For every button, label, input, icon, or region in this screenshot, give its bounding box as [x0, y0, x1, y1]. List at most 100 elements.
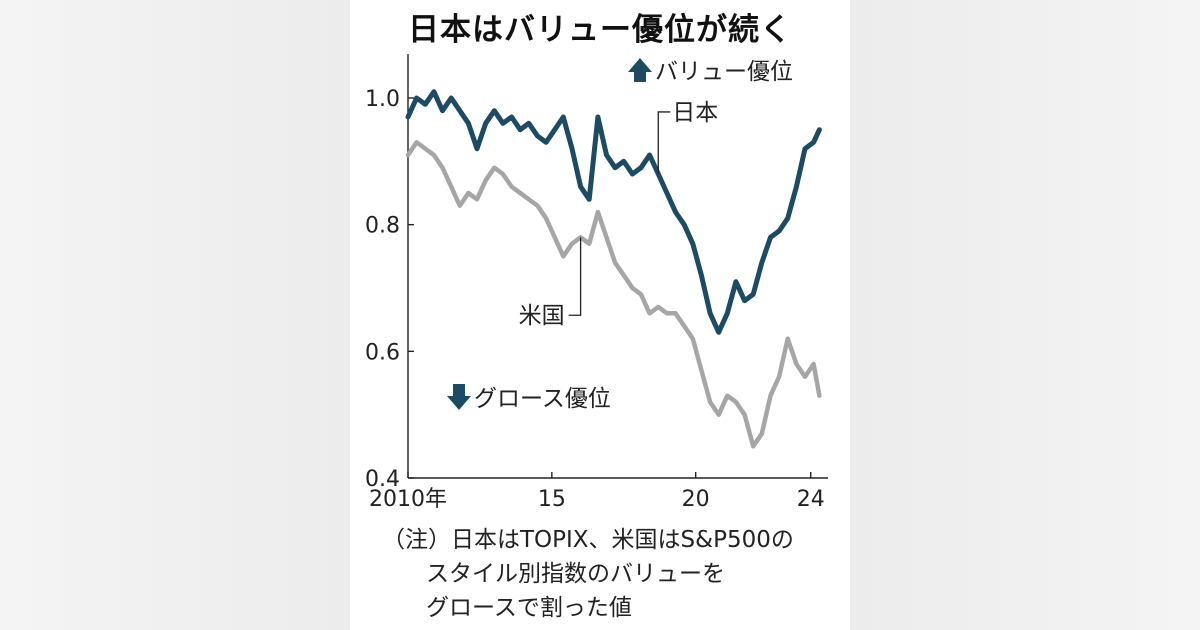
data-point-japan-13: [519, 128, 522, 131]
data-point-japan-31: [674, 210, 677, 214]
data-point-japan-26: [631, 172, 634, 176]
data-point-us-10: [493, 166, 496, 169]
data-point-japan-16: [544, 141, 548, 144]
data-point-japan-11: [501, 122, 505, 125]
data-point-us-4: [441, 166, 444, 169]
data-point-us-16: [544, 217, 548, 220]
data-point-japan-35: [708, 312, 712, 315]
x-tick-label-0: 2010年: [369, 487, 447, 512]
data-point-us-18: [562, 255, 565, 258]
data-point-japan-1: [415, 96, 418, 100]
data-point-us-3: [432, 153, 436, 157]
arrow-up-icon: [628, 58, 652, 82]
data-point-us-38: [734, 400, 738, 404]
data-point-japan-30: [665, 191, 669, 195]
data-point-us-37: [726, 394, 729, 397]
data-point-japan-32: [683, 223, 686, 226]
data-point-japan-9: [484, 122, 487, 125]
data-point-us-15: [536, 204, 539, 207]
background-left: [0, 0, 350, 630]
data-point-japan-39: [743, 299, 746, 302]
data-point-japan-4: [441, 109, 444, 112]
value-advantage-label: バリュー優位: [655, 59, 793, 85]
note-line-1: （注）日本はTOPIX、米国はS&P500の: [382, 527, 794, 553]
chart-title: 日本はバリュー優位が続く: [408, 12, 792, 48]
data-point-japan-15: [536, 134, 539, 138]
data-point-japan-18: [562, 115, 565, 119]
data-point-japan-43: [777, 229, 781, 233]
data-point-us-24: [613, 261, 617, 264]
data-point-us-22: [596, 210, 600, 214]
data-point-japan-5: [450, 96, 453, 100]
japan-leader-line: [657, 111, 671, 174]
data-point-japan-23: [605, 153, 608, 157]
data-point-japan-24: [613, 166, 617, 169]
data-point-us-21: [588, 242, 591, 245]
data-point-us-47: [812, 362, 815, 366]
data-point-us-34: [700, 369, 703, 372]
data-point-us-33: [691, 337, 694, 340]
data-point-us-8: [475, 198, 479, 201]
data-point-us-5: [450, 185, 453, 188]
data-point-us-40: [752, 445, 755, 448]
data-point-us-25: [622, 274, 625, 277]
x-tick-label-2: 20: [682, 487, 710, 512]
data-point-japan-6: [458, 109, 461, 112]
background-right: [850, 0, 1200, 630]
data-point-japan-37: [726, 312, 729, 315]
data-point-japan-48: [818, 128, 821, 131]
data-point-us-9: [484, 179, 487, 182]
data-point-us-35: [708, 400, 712, 404]
y-tick-label-0: 1.0: [365, 87, 400, 112]
data-point-japan-20: [579, 185, 582, 188]
data-point-japan-28: [648, 153, 651, 157]
arrow-down-icon: [447, 384, 471, 410]
y-tick-label-2: 0.6: [365, 340, 400, 365]
data-point-us-43: [777, 375, 781, 378]
data-point-japan-42: [769, 236, 772, 239]
y-tick-label-3: 0.4: [365, 467, 400, 492]
data-point-us-31: [674, 312, 677, 315]
data-point-japan-14: [527, 122, 530, 125]
data-point-us-14: [527, 198, 530, 201]
data-point-japan-33: [691, 242, 694, 245]
us-leader-line: [568, 237, 582, 316]
data-point-japan-21: [588, 198, 591, 201]
data-point-us-30: [665, 312, 669, 315]
data-point-us-6: [458, 204, 461, 207]
data-point-japan-41: [760, 261, 763, 264]
data-point-japan-7: [467, 122, 470, 125]
data-point-japan-36: [717, 331, 720, 334]
series-line-japan: [405, 89, 822, 335]
data-point-japan-10: [493, 109, 496, 112]
data-point-us-27: [639, 293, 643, 296]
data-point-us-42: [769, 394, 772, 397]
data-point-us-1: [415, 141, 418, 144]
data-point-us-45: [795, 362, 798, 366]
data-point-japan-3: [432, 90, 436, 93]
data-point-us-36: [717, 413, 720, 416]
data-point-us-29: [657, 305, 660, 309]
data-point-us-41: [760, 432, 763, 435]
us-series-label: 米国: [519, 303, 565, 329]
data-point-us-28: [648, 312, 651, 315]
y-tick-label-1: 0.8: [365, 214, 400, 239]
data-point-us-7: [467, 191, 470, 195]
data-point-us-0: [406, 153, 410, 157]
data-point-japan-8: [475, 147, 479, 150]
x-tick-label-3: 24: [797, 487, 825, 512]
data-point-us-44: [786, 337, 789, 340]
data-point-us-26: [631, 286, 634, 290]
data-point-japan-17: [553, 128, 556, 131]
chart-card: 日本はバリュー優位が続く 1.0 0.8 0.6 0.4 2010年 15 20 24 日本 米国…: [350, 0, 850, 630]
data-point-us-2: [424, 147, 427, 150]
data-point-us-48: [818, 394, 821, 397]
japan-series-label: 日本: [672, 100, 718, 126]
data-point-japan-2: [424, 103, 427, 106]
data-point-us-32: [683, 324, 686, 328]
note-line-3: グロースで割った値: [426, 595, 632, 621]
data-point-japan-34: [700, 274, 703, 277]
data-point-japan-25: [622, 160, 625, 163]
data-point-japan-22: [596, 115, 600, 119]
